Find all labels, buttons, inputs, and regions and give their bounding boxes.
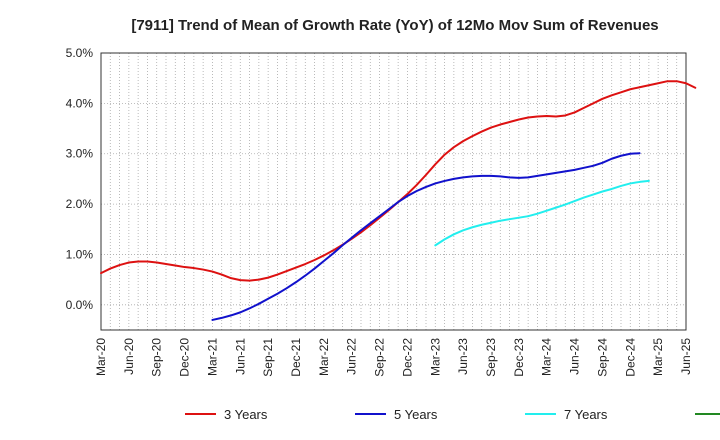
x-tick-label: Dec-22 [400, 338, 414, 377]
x-tick-label: Mar-20 [94, 338, 108, 376]
x-tick-label: Sep-21 [261, 338, 275, 377]
x-tick-label: Jun-24 [568, 338, 582, 375]
y-tick-label: 1.0% [66, 247, 94, 261]
plot-frame [100, 52, 687, 331]
x-tick-label: Jun-23 [456, 338, 470, 375]
y-tick-label: 3.0% [66, 147, 94, 161]
x-tick-label: Dec-20 [178, 338, 192, 377]
x-tick-label: Dec-23 [512, 338, 526, 377]
x-tick-label: Sep-23 [484, 338, 498, 377]
series-line-5-years [211, 152, 641, 321]
x-tick-label: Mar-22 [317, 338, 331, 376]
y-tick-label: 0.0% [66, 298, 94, 312]
x-tick-label: Sep-20 [150, 338, 164, 377]
legend-label-3-years: 3 Years [224, 407, 268, 422]
x-tick-label: Mar-24 [540, 338, 554, 376]
y-tick-label: 2.0% [66, 197, 94, 211]
x-tick-label: Jun-22 [345, 338, 359, 375]
x-tick-label: Mar-21 [205, 338, 219, 376]
x-tick-label: Sep-24 [595, 338, 609, 377]
x-tick-label: Dec-21 [289, 338, 303, 377]
x-tick-label: Jun-25 [679, 338, 693, 375]
y-tick-label: 4.0% [66, 96, 94, 110]
legend-label-7-years: 7 Years [564, 407, 608, 422]
x-axis: Mar-20 Jun-20 Sep-20 Dec-20 Mar-21 Jun-21 Sep-… [94, 338, 693, 377]
x-tick-label: Mar-25 [651, 338, 665, 376]
plot-area [101, 53, 686, 330]
series-lines [100, 80, 697, 321]
x-tick-label: Sep-22 [373, 338, 387, 377]
x-tick-label: Dec-24 [623, 338, 637, 377]
series-line-7-years [434, 179, 650, 247]
legend-label-5-years: 5 Years [394, 407, 438, 422]
y-axis: 0.0% 1.0% 2.0% 3.0% 4.0% 5.0% [66, 46, 94, 312]
x-tick-label: Jun-21 [233, 338, 247, 375]
x-tick-label: Mar-23 [428, 338, 442, 376]
x-tick-label: Jun-20 [122, 338, 136, 375]
y-tick-label: 5.0% [66, 46, 94, 60]
chart-title: [7911] Trend of Mean of Growth Rate (YoY… [131, 17, 658, 34]
